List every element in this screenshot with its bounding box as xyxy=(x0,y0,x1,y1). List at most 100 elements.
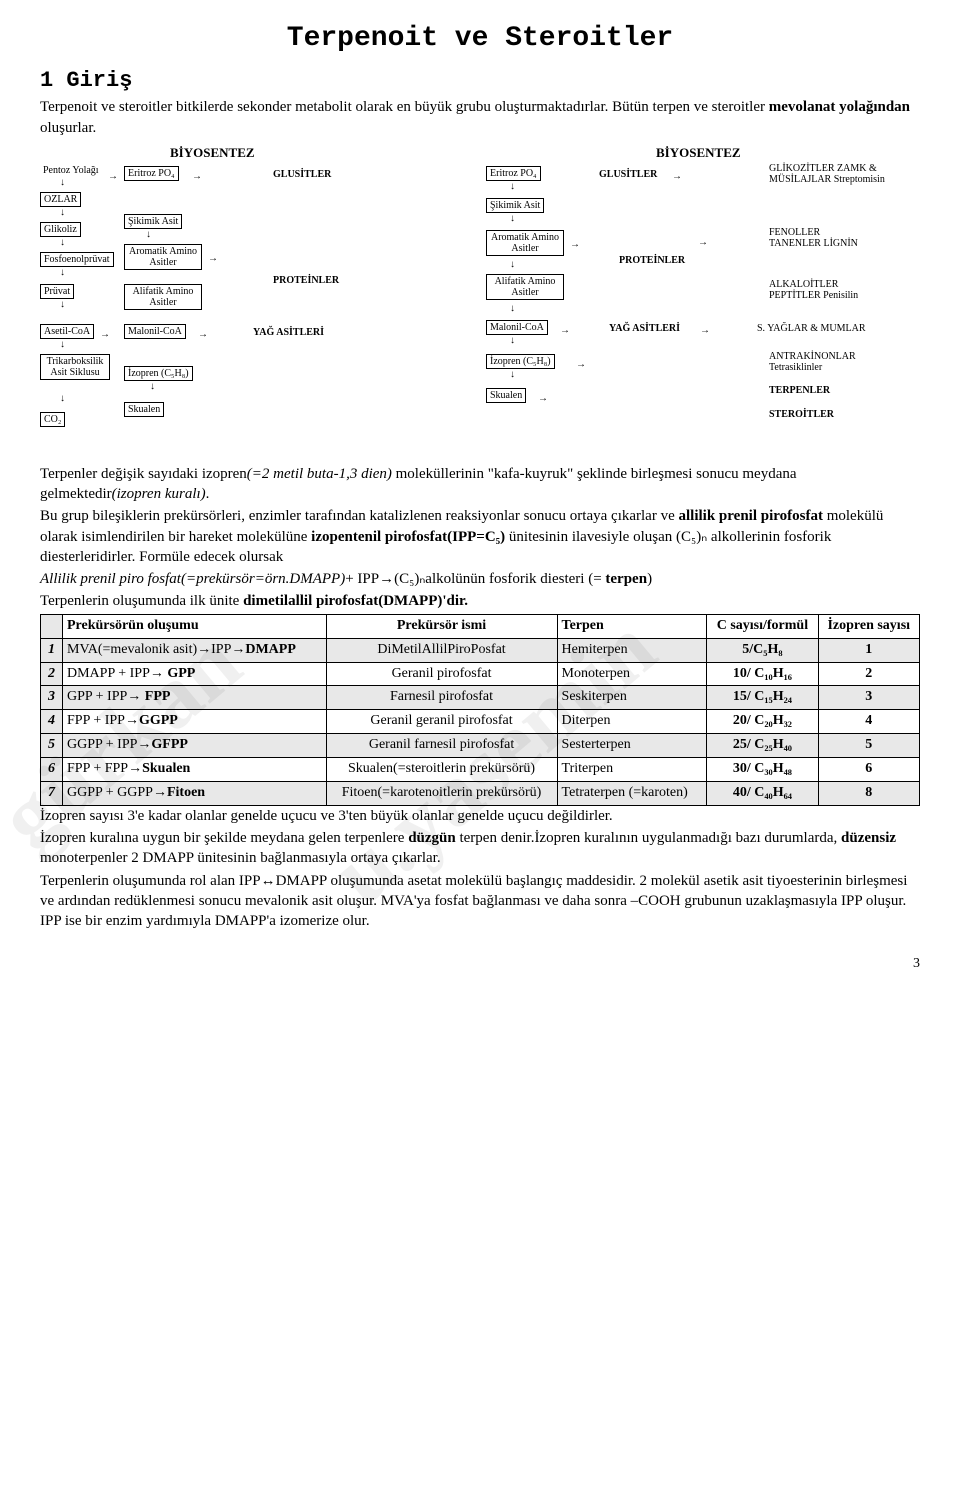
text-bold: terpen xyxy=(605,571,647,587)
node-glikoliz: Glikoliz xyxy=(40,222,81,237)
text-bold: izopentenil pirofosfat(IPP=C₅) xyxy=(311,529,505,545)
node-alkaloitler: ALKALOİTLER PEPTİTLER Penisilin xyxy=(766,278,876,302)
node-malonil-r: Malonil-CoA xyxy=(486,320,548,335)
arrow-icon: → xyxy=(198,330,208,340)
node-glusitler-l: GLUSİTLER xyxy=(270,168,334,181)
node-proteinler-l: PROTEİNLER xyxy=(270,274,342,287)
text: Terpenlerin oluşumunda ilk ünite xyxy=(40,593,243,609)
text-italic: (izopren kuralı) xyxy=(112,486,206,502)
text: monoterpenler 2 DMAPP ünitesinin bağlanm… xyxy=(40,850,441,866)
text: İzopren kuralına uygun bir şekilde meyda… xyxy=(40,830,408,846)
cell-prekursor-ismi: Skualen(=steroitlerin prekürsörü) xyxy=(326,758,557,782)
th-izopren-sayisi: İzopren sayısı xyxy=(818,614,920,638)
node-izopren-l: İzopren (C₅H₈) xyxy=(124,366,193,381)
mid-paragraph-3: Allilik prenil piro fosfat(=prekürsör=ör… xyxy=(40,569,920,589)
cell-c-formula: 30/ C₃₀H₄₈ xyxy=(707,758,818,782)
th-blank xyxy=(41,614,63,638)
arrow-icon: → xyxy=(192,172,202,182)
end-paragraph-1: İzopren sayısı 3'e kadar olanlar genelde… xyxy=(40,806,920,826)
table-row: 2DMAPP + IPP→ GPPGeranil pirofosfatMonot… xyxy=(41,662,920,686)
arrow-icon: → xyxy=(700,326,710,336)
cell-prekursor-ismi: Geranil farnesil pirofosfat xyxy=(326,734,557,758)
cell-izopren-count: 2 xyxy=(818,662,920,686)
arrow-icon: → xyxy=(108,172,118,182)
node-terpenler: TERPENLER xyxy=(766,384,833,397)
cell-terpen: Tetraterpen (=karoten) xyxy=(557,781,707,805)
biosynthesis-right: BİYOSENTEZ Eritroz PO₄ ↓ GLUSİTLER → GLİ… xyxy=(486,144,920,454)
row-number: 5 xyxy=(41,734,63,758)
cell-prekursor-ismi: Farnesil pirofosfat xyxy=(326,686,557,710)
row-number: 1 xyxy=(41,638,63,662)
cell-prekursor-olusumu: FPP + IPP→GGPP xyxy=(63,710,327,734)
cell-prekursor-olusumu: DMAPP + IPP→ GPP xyxy=(63,662,327,686)
text: + IPP→(C₅)ₙalkolünün fosforik diesteri (… xyxy=(345,571,605,587)
node-alifatik-l: Alifatik Amino Asitler xyxy=(124,284,202,310)
arrow-icon: ↓ xyxy=(60,208,65,218)
node-aromatik-r: Aromatik Amino Asitler xyxy=(486,230,564,256)
node-izopren-r: İzopren (C₅H₈) xyxy=(486,354,555,369)
node-sikimik-r: Şikimik Asit xyxy=(486,198,544,213)
arrow-icon: ↓ xyxy=(510,182,515,192)
arrow-icon: ↓ xyxy=(510,260,515,270)
text-italic: (=2 metil buta-1,3 dien) xyxy=(247,466,392,482)
arrow-icon: ↓ xyxy=(60,300,65,310)
mid-paragraph-1: Terpenler değişik sayıdaki izopren(=2 me… xyxy=(40,464,920,505)
row-number: 3 xyxy=(41,686,63,710)
node-eritroz-l: Eritroz PO₄ xyxy=(124,166,179,181)
table-row: 3GPP + IPP→ FPPFarnesil pirofosfatSeskit… xyxy=(41,686,920,710)
arrow-icon: ↓ xyxy=(510,304,515,314)
cell-izopren-count: 6 xyxy=(818,758,920,782)
node-fenoller: FENOLLER TANENLER LİGNİN xyxy=(766,226,866,250)
cell-prekursor-olusumu: FPP + FPP→Skualen xyxy=(63,758,327,782)
cell-terpen: Seskiterpen xyxy=(557,686,707,710)
cell-terpen: Monoterpen xyxy=(557,662,707,686)
arrow-icon: → xyxy=(570,240,580,250)
text: ) xyxy=(647,571,652,587)
node-yag-r: YAĞ ASİTLERİ xyxy=(606,322,683,335)
table-header-row: Prekürsörün oluşumu Prekürsör ismi Terpe… xyxy=(41,614,920,638)
cell-terpen: Hemiterpen xyxy=(557,638,707,662)
node-aromatik-l: Aromatik Amino Asitler xyxy=(124,244,202,270)
section-heading: 1 Giriş xyxy=(40,66,920,96)
terpene-table: Prekürsörün oluşumu Prekürsör ismi Terpe… xyxy=(40,614,920,806)
arrow-icon: → xyxy=(208,254,218,264)
node-ozlar: OZLAR xyxy=(40,192,81,207)
cell-c-formula: 25/ C₂₅H₄₀ xyxy=(707,734,818,758)
arrow-icon: ↓ xyxy=(150,382,155,392)
text-italic: Allilik prenil piro fosfat(=prekürsör=ör… xyxy=(40,571,345,587)
intro-text-a: Terpenoit ve steroitler bitkilerde sekon… xyxy=(40,99,769,115)
node-skualen-l: Skualen xyxy=(124,402,164,417)
cell-terpen: Sesterterpen xyxy=(557,734,707,758)
arrow-icon: ↓ xyxy=(510,370,515,380)
intro-paragraph: Terpenoit ve steroitler bitkilerde sekon… xyxy=(40,97,920,138)
cell-izopren-count: 3 xyxy=(818,686,920,710)
arrow-icon: ↓ xyxy=(60,394,65,404)
arrow-icon: ↓ xyxy=(60,268,65,278)
th-prekursor-olusumu: Prekürsörün oluşumu xyxy=(63,614,327,638)
cell-prekursor-olusumu: GGPP + GGPP→Fitoen xyxy=(63,781,327,805)
table-row: 7GGPP + GGPP→FitoenFitoen(=karotenoitler… xyxy=(41,781,920,805)
node-proteinler-r: PROTEİNLER xyxy=(616,254,688,267)
node-alifatik-r: Alifatik Amino Asitler xyxy=(486,274,564,300)
cell-c-formula: 10/ C₁₀H₁₆ xyxy=(707,662,818,686)
table-row: 5GGPP + IPP→GFPPGeranil farnesil pirofos… xyxy=(41,734,920,758)
fc-right-title: BİYOSENTEZ xyxy=(656,144,741,162)
end-paragraph-3: Terpenlerin oluşumunda rol alan IPP↔DMAP… xyxy=(40,871,920,932)
text-bold: dimetilallil pirofosfat(DMAPP)'dir. xyxy=(243,593,468,609)
intro-text-c: oluşurlar. xyxy=(40,120,96,136)
intro-text-b: mevolanat yolağından xyxy=(769,99,910,115)
th-prekursor-ismi: Prekürsör ismi xyxy=(326,614,557,638)
document-title: Terpenoit ve Steroitler xyxy=(40,20,920,58)
cell-c-formula: 5/C₅H₈ xyxy=(707,638,818,662)
cell-prekursor-ismi: Fitoen(=karotenoitlerin prekürsörü) xyxy=(326,781,557,805)
arrow-icon: → xyxy=(672,172,682,182)
row-number: 2 xyxy=(41,662,63,686)
row-number: 4 xyxy=(41,710,63,734)
cell-prekursor-olusumu: GGPP + IPP→GFPP xyxy=(63,734,327,758)
cell-izopren-count: 5 xyxy=(818,734,920,758)
node-pruvat: Prüvat xyxy=(40,284,74,299)
node-fosfoenol: Fosfoenolprüvat xyxy=(40,252,114,267)
arrow-icon: ↓ xyxy=(146,230,151,240)
node-glikozitler: GLİKOZİTLER ZAMK & MÜSİLAJLAR Streptomis… xyxy=(766,162,906,186)
mid-paragraph-4: Terpenlerin oluşumunda ilk ünite dimetil… xyxy=(40,591,920,611)
